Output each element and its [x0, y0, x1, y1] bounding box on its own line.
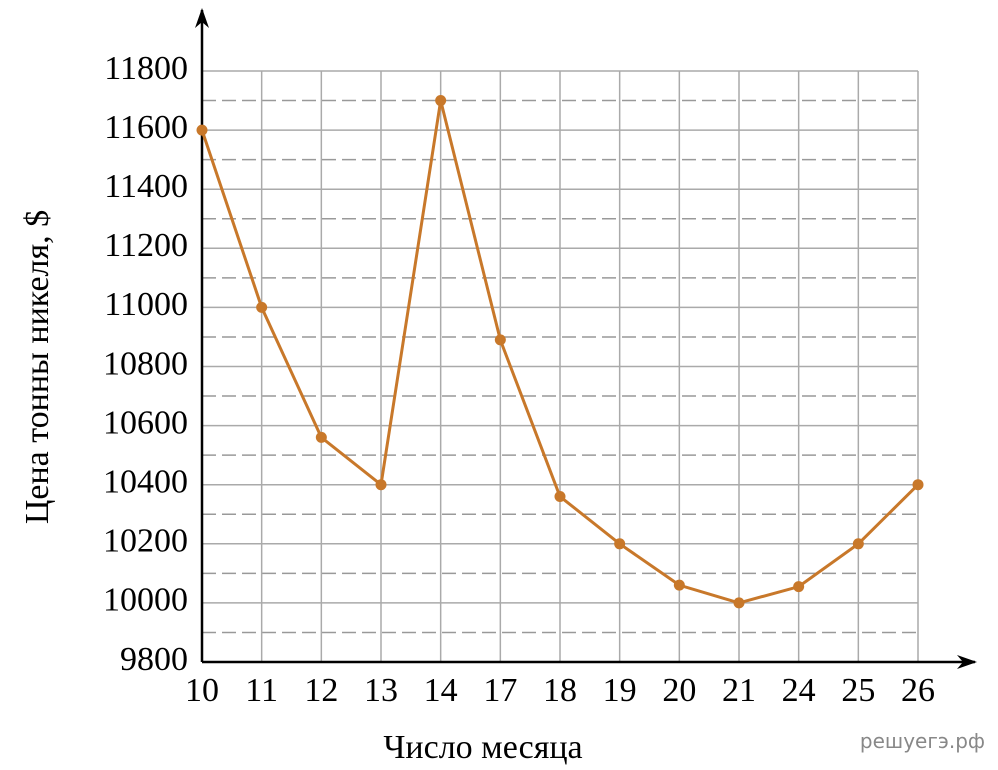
point: [912, 479, 924, 491]
x-tick-label: 19: [603, 672, 637, 709]
x-tick-label: 18: [543, 672, 577, 709]
point: [196, 124, 208, 136]
point: [494, 334, 506, 346]
x-axis-title: Число месяца: [383, 729, 582, 766]
x-tick-label: 13: [364, 672, 398, 709]
x-tick-label: 10: [185, 672, 219, 709]
grid: [201, 70, 919, 663]
y-tick-label: 11200: [104, 227, 188, 264]
x-tick-label: 26: [901, 672, 935, 709]
y-tick-label: 10600: [103, 404, 188, 441]
y-tick-label: 9800: [120, 641, 188, 678]
x-tick-label: 20: [662, 672, 696, 709]
point: [852, 538, 864, 550]
x-tick-label: 12: [304, 672, 338, 709]
y-tick-label: 10800: [103, 345, 188, 382]
x-tick-label: 14: [424, 672, 458, 709]
x-tick-label: 25: [841, 672, 875, 709]
y-tick-label: 11800: [104, 50, 188, 87]
x-tick-label: 24: [782, 672, 816, 709]
point: [435, 95, 447, 107]
y-tick-label: 10000: [103, 582, 188, 619]
point: [375, 479, 387, 491]
point: [733, 597, 745, 609]
y-tick-label: 11000: [104, 286, 188, 323]
x-tick-label: 17: [483, 672, 517, 709]
y-tick-label: 10200: [103, 523, 188, 560]
y-axis-title: Цена тонны никеля, $: [19, 210, 56, 524]
y-tick-label: 11400: [104, 168, 188, 205]
point: [554, 491, 566, 503]
point: [256, 301, 268, 313]
point: [673, 579, 685, 591]
x-tick-label: 11: [245, 672, 278, 709]
point: [614, 538, 626, 550]
point: [793, 581, 805, 593]
y-tick-label: 11600: [104, 109, 188, 146]
point: [315, 431, 327, 443]
watermark: решуегэ.рф: [860, 729, 985, 753]
x-tick-label: 21: [722, 672, 756, 709]
y-tick-label: 10400: [103, 463, 188, 500]
